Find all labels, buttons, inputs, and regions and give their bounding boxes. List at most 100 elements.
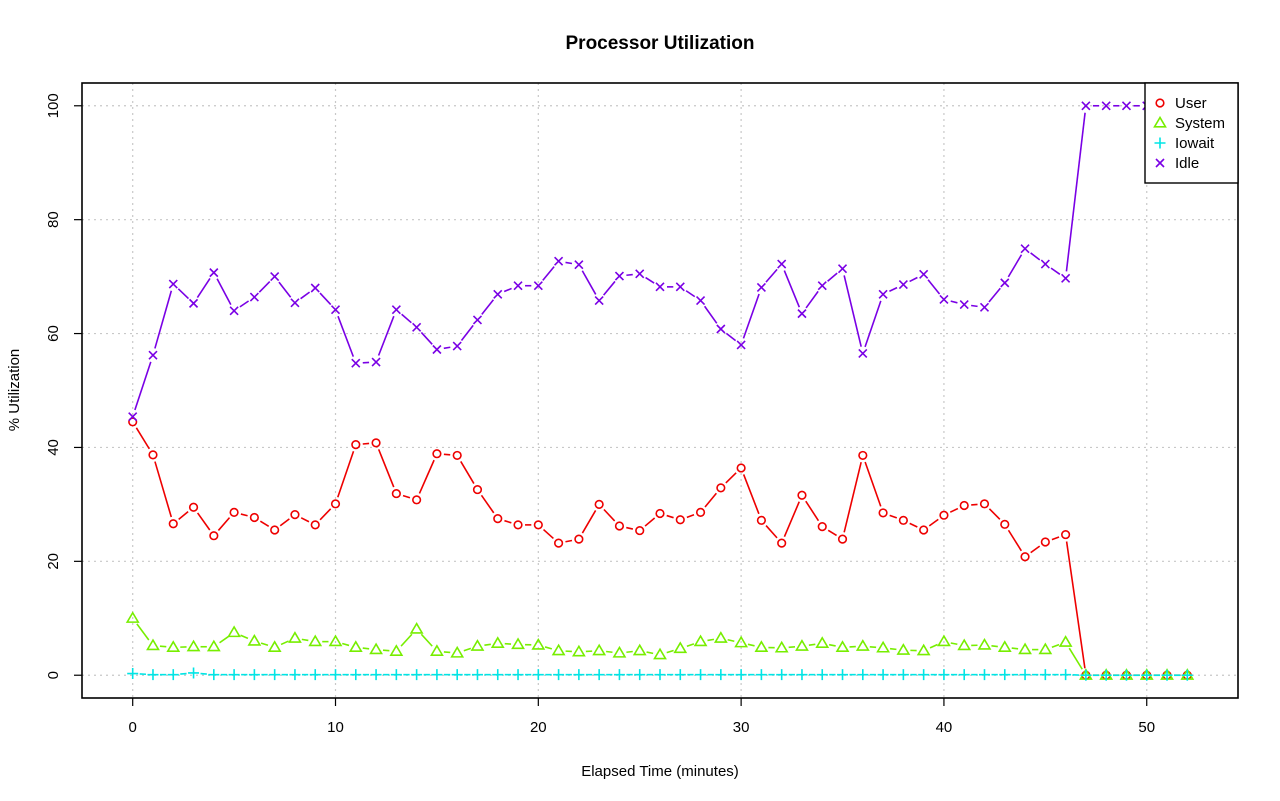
- series-line-segment: [460, 324, 474, 342]
- data-point: [713, 631, 728, 643]
- data-point: [532, 669, 544, 681]
- data-point: [369, 642, 383, 655]
- series-line-segment: [319, 292, 332, 306]
- data-point: [916, 643, 931, 656]
- series-line-segment: [200, 672, 207, 675]
- data-point: [716, 483, 726, 493]
- y-tick-label: 40: [45, 439, 62, 456]
- series-line-segment: [400, 633, 413, 647]
- data-point: [431, 669, 443, 681]
- series-line-segment: [644, 517, 656, 527]
- data-point: [635, 525, 645, 536]
- series-line-segment: [927, 279, 941, 295]
- series-line-segment: [603, 280, 616, 296]
- data-point: [878, 508, 888, 518]
- series-line-segment: [988, 508, 1001, 520]
- series-line-segment: [377, 315, 395, 356]
- data-point: [1058, 635, 1073, 647]
- data-point: [939, 294, 949, 304]
- data-point: [128, 417, 138, 427]
- data-point: [1100, 669, 1112, 681]
- data-point: [168, 519, 178, 529]
- series-line-segment: [704, 492, 717, 508]
- data-point: [147, 669, 159, 681]
- series-line-segment: [626, 273, 633, 277]
- series-line-segment: [971, 503, 978, 506]
- series-line-segment: [420, 633, 433, 647]
- data-point: [531, 637, 546, 650]
- data-point: [206, 639, 221, 652]
- data-point: [675, 515, 685, 525]
- series-user: [128, 417, 1192, 680]
- series-line-segment: [646, 651, 654, 655]
- data-point: [269, 669, 281, 681]
- data-point: [188, 667, 200, 679]
- data-point: [310, 283, 320, 293]
- series-line-segment: [219, 635, 229, 644]
- series-line-segment: [626, 526, 634, 530]
- data-point: [1000, 278, 1010, 288]
- data-point: [593, 669, 605, 681]
- x-tick-label: 20: [530, 719, 547, 736]
- series-line-segment: [725, 472, 737, 484]
- series-line-segment: [889, 647, 897, 651]
- data-point: [1039, 669, 1051, 681]
- series-line-segment: [950, 642, 958, 646]
- series-line-segment: [279, 518, 290, 527]
- data-point: [1019, 669, 1031, 681]
- data-point: [1101, 101, 1111, 111]
- data-point: [653, 647, 667, 660]
- data-point: [472, 315, 483, 325]
- data-point: [430, 644, 444, 656]
- data-point: [693, 634, 708, 647]
- data-point: [1060, 669, 1072, 681]
- data-point: [594, 295, 604, 306]
- data-point: [148, 350, 158, 360]
- series-line-segment: [278, 281, 292, 298]
- data-point: [270, 272, 280, 282]
- series-line-segment: [1007, 529, 1023, 552]
- series-line-segment: [783, 270, 801, 308]
- data-point: [695, 507, 706, 517]
- series-line-segment: [645, 276, 655, 284]
- chart-title: Processor Utilization: [566, 33, 755, 54]
- data-point: [897, 669, 909, 681]
- data-point: [837, 669, 849, 681]
- data-point: [551, 643, 566, 656]
- series-line-segment: [991, 645, 998, 648]
- data-point: [146, 638, 160, 651]
- data-point: [716, 324, 726, 334]
- series-line-segment: [805, 290, 819, 309]
- data-point: [348, 640, 363, 652]
- data-point: [209, 531, 219, 541]
- data-point: [470, 639, 485, 651]
- data-point: [999, 669, 1011, 681]
- y-axis-label: % Utilization: [6, 349, 23, 432]
- series-line-segment: [480, 494, 495, 514]
- data-point: [919, 525, 929, 535]
- data-point: [411, 669, 423, 681]
- series-line-segment: [843, 462, 862, 533]
- data-point: [451, 669, 463, 681]
- data-point: [371, 438, 381, 448]
- data-point: [857, 669, 869, 681]
- series-line-segment: [1065, 541, 1086, 669]
- data-point: [228, 669, 240, 681]
- data-point: [592, 643, 607, 656]
- data-point: [855, 639, 870, 651]
- data-point: [351, 439, 361, 450]
- data-point: [673, 641, 688, 654]
- y-tick-label: 20: [45, 553, 62, 570]
- series-line-segment: [909, 522, 918, 528]
- x-tick-label: 0: [129, 719, 137, 736]
- data-point: [188, 502, 199, 512]
- data-point: [249, 512, 259, 523]
- series-line-segment: [828, 643, 836, 647]
- series-line-segment: [1007, 254, 1023, 278]
- data-point: [472, 484, 483, 495]
- data-point: [1020, 244, 1030, 254]
- series-line-segment: [443, 453, 451, 456]
- series-line-segment: [565, 261, 573, 265]
- data-point: [918, 669, 930, 681]
- data-point: [490, 636, 505, 648]
